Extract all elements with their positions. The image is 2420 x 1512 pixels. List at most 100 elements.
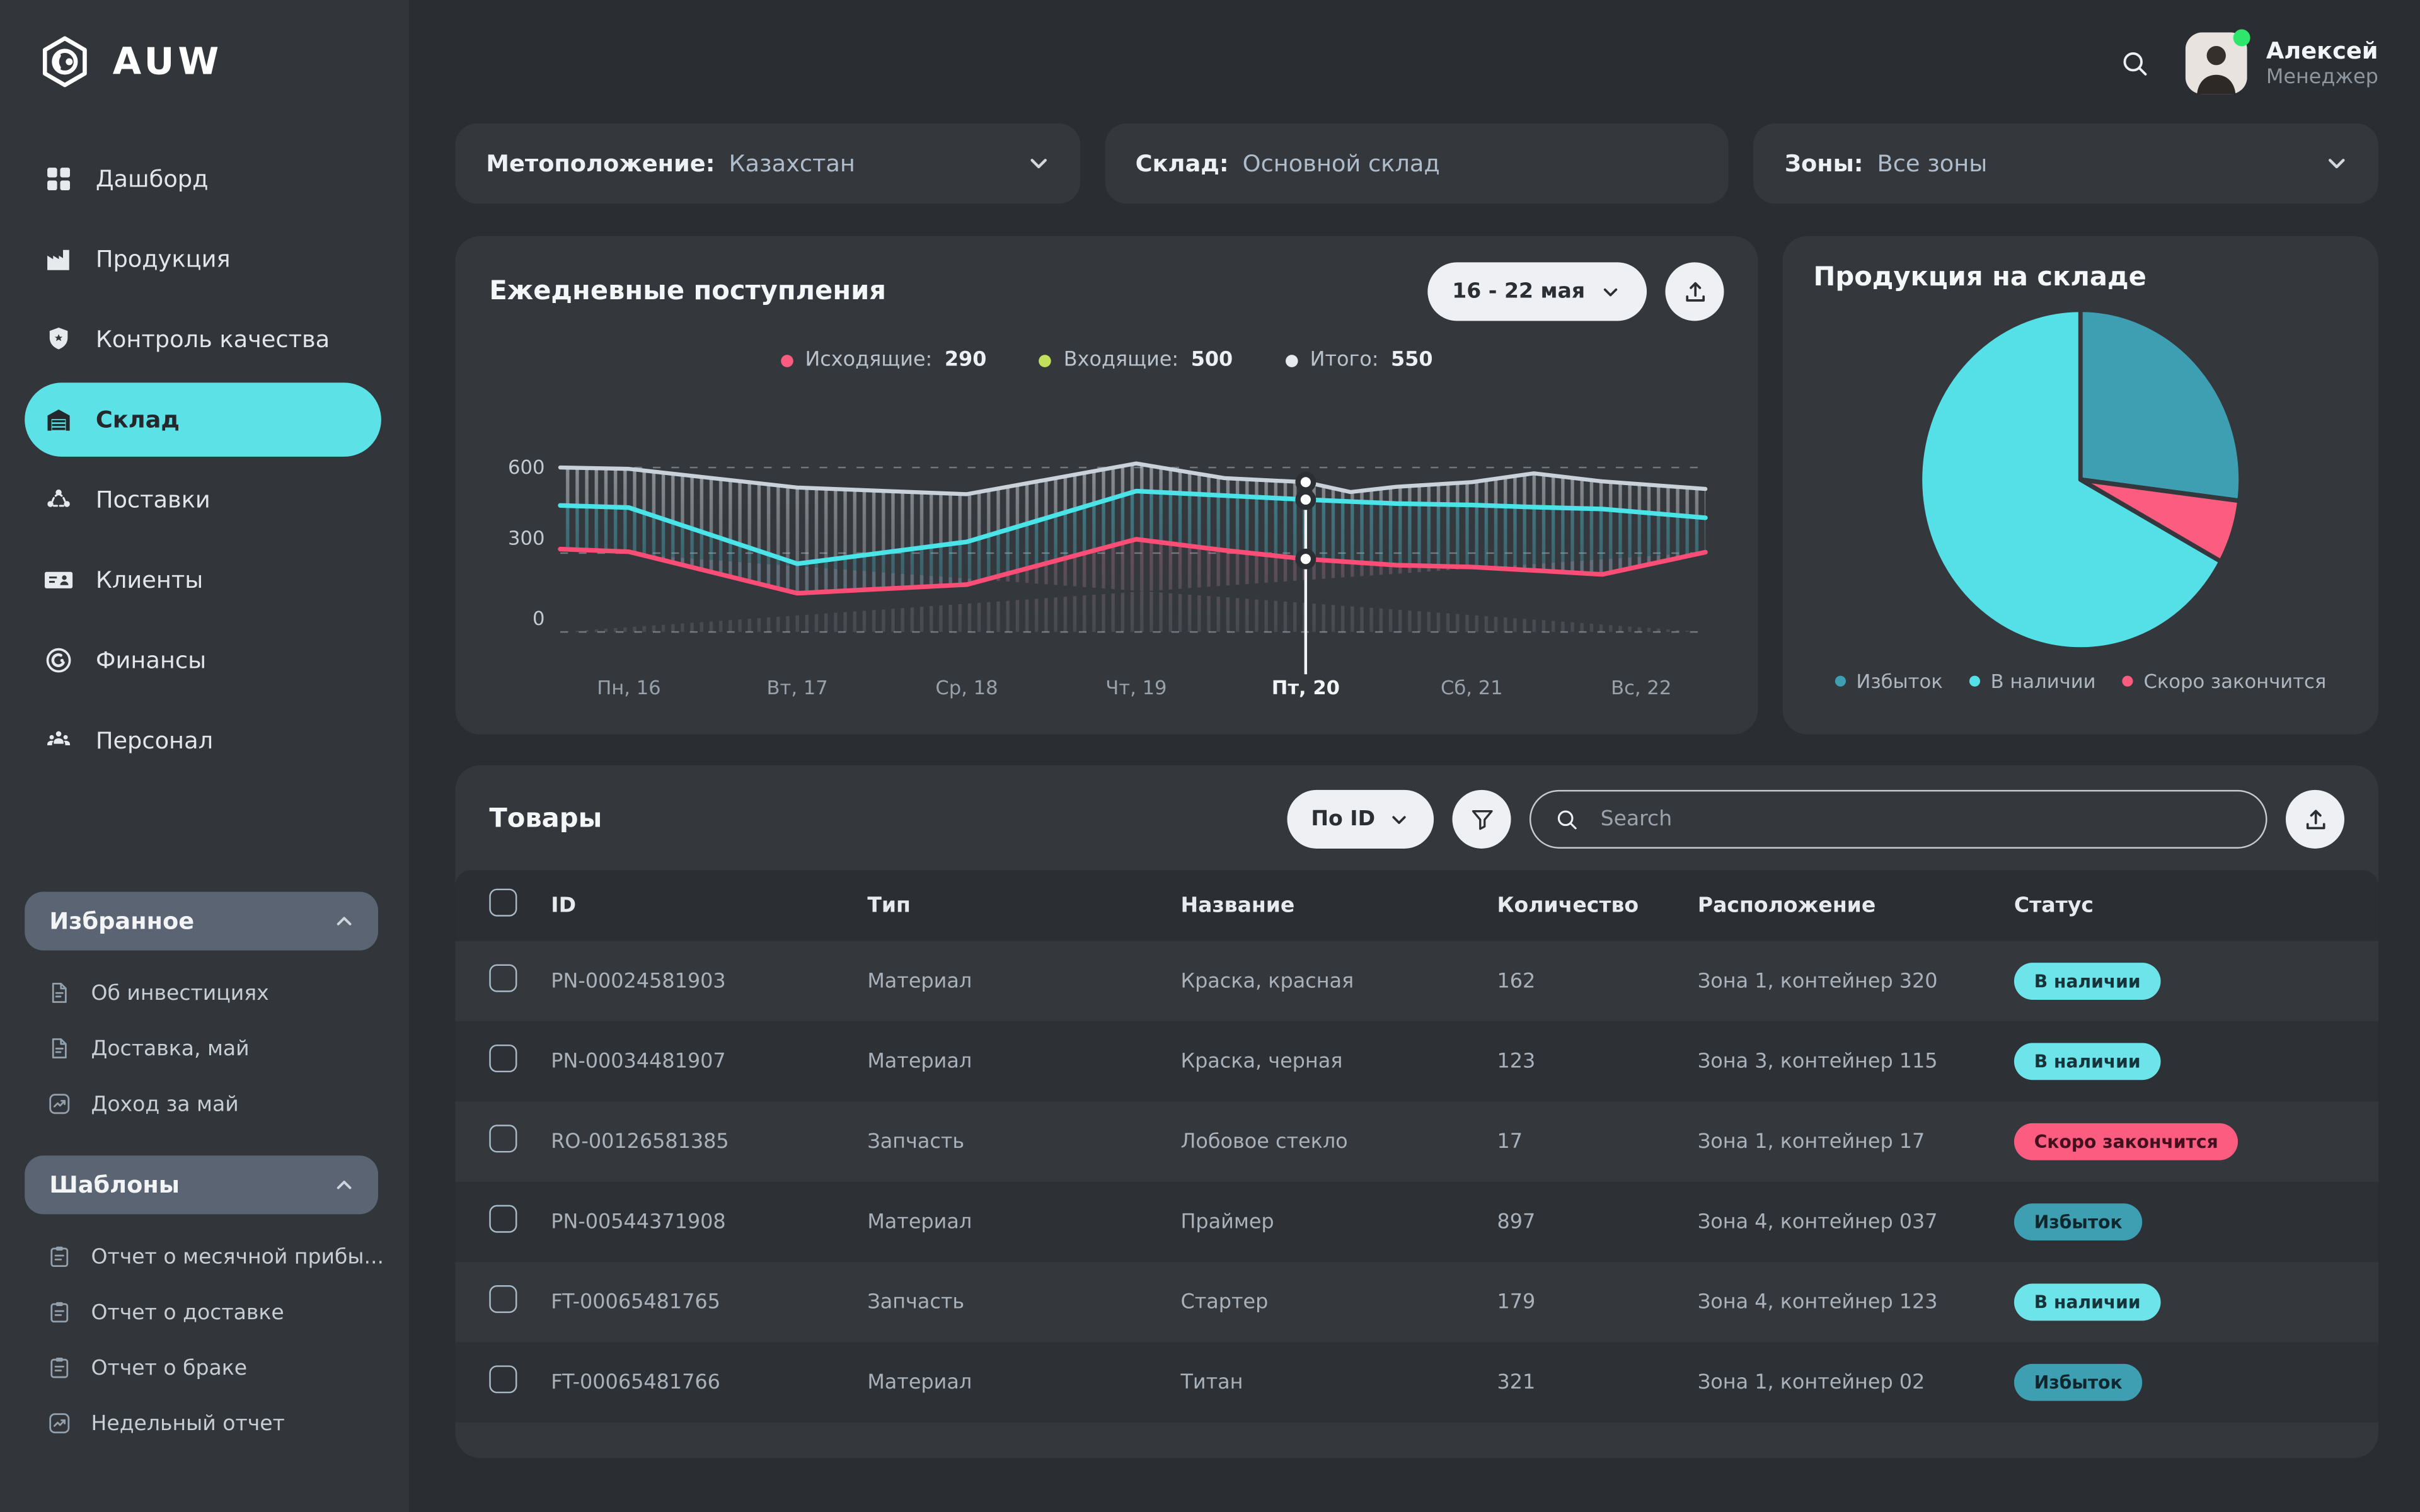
cell-type: Материал	[867, 970, 972, 993]
row-checkbox[interactable]	[489, 1125, 517, 1153]
svg-text:Ср, 18: Ср, 18	[935, 677, 998, 699]
cell-qty: 179	[1497, 1290, 1536, 1314]
cell-id: RO-00126581385	[551, 1130, 729, 1154]
legend-dot	[780, 354, 793, 367]
export-products-button[interactable]	[2285, 789, 2345, 849]
search-input[interactable]	[1597, 805, 2243, 833]
row-checkbox[interactable]	[489, 1044, 517, 1073]
sidebar-subitem[interactable]: Недельный отчет	[0, 1396, 409, 1450]
stock-title: Продукция на складе	[1813, 262, 2146, 294]
cell-id: PN-00544371908	[551, 1210, 726, 1234]
sidebar-subitem[interactable]: Отчет о месячной прибы...	[0, 1230, 409, 1284]
idcard-icon	[43, 564, 74, 595]
row-checkbox[interactable]	[489, 1365, 517, 1394]
templates-items: Отчет о месячной прибы... Отчет о достав…	[0, 1230, 409, 1450]
grid-icon	[43, 164, 74, 195]
row-checkbox[interactable]	[489, 1285, 517, 1314]
sidebar-item-dashboard[interactable]: Дашборд	[0, 139, 409, 219]
templates-title: Шаблоны	[49, 1171, 180, 1199]
svg-text:600: 600	[508, 457, 544, 479]
sidebar-item-clients[interactable]: Клиенты	[0, 540, 409, 620]
sidebar-subitem[interactable]: Отчет о браке	[0, 1341, 409, 1395]
legend-dot	[2122, 675, 2133, 687]
sidebar-subitem[interactable]: Доставка, май	[0, 1021, 409, 1075]
auw-logo-icon	[37, 34, 93, 89]
legend-dot	[1039, 354, 1052, 367]
templates-header[interactable]: Шаблоны	[25, 1155, 379, 1215]
main-area: Алексей Менеджер Метоположение: Казахста…	[409, 0, 2420, 1512]
sidebar-item-finance[interactable]: Финансы	[0, 620, 409, 700]
cell-type: Материал	[867, 1210, 972, 1234]
sidebar-subitem-label: Доставка, май	[91, 1036, 250, 1061]
sidebar-item-warehouse[interactable]: Склад	[25, 382, 381, 457]
user-role: Менеджер	[2266, 66, 2378, 90]
legend-item: Итого: 550	[1285, 348, 1432, 372]
trend-icon	[46, 1410, 72, 1436]
status-badge: Избыток	[2014, 1363, 2143, 1401]
daily-receipts-card: Ежедневные поступления 16 - 22 мая Исход…	[455, 236, 1758, 735]
column-header: Статус	[2014, 893, 2094, 919]
export-daily-button[interactable]	[1665, 262, 1724, 321]
avatar	[2186, 29, 2251, 94]
daily-line-chart[interactable]: 600 300 0 Пн, 16 Вт, 17 Ср, 18 Чт, 19 Пт, 20 Сб,…	[489, 446, 1724, 708]
clipboard-icon	[46, 1299, 72, 1326]
clipboard-icon	[46, 1354, 72, 1381]
svg-text:300: 300	[508, 527, 544, 549]
sidebar-item-label: Персонал	[95, 726, 214, 755]
date-range-select[interactable]: 16 - 22 мая	[1427, 262, 1647, 321]
filter-location[interactable]: Метоположение: Казахстан	[455, 123, 1080, 204]
pie-slice	[2078, 307, 2243, 503]
cell-id: PN-00034481907	[551, 1050, 726, 1074]
sort-select[interactable]: По ID	[1288, 789, 1434, 849]
chevron-down-icon	[1599, 280, 1622, 303]
funnel-icon	[1467, 805, 1497, 834]
pie-legend-item: В наличии	[1969, 669, 2096, 692]
main-nav: Дашборд Продукция Контроль качества Скла…	[0, 139, 409, 781]
favorites-section: Избранное Об инвестициях Доставка, май Д…	[0, 891, 409, 1131]
table-row: RO-00126581385 Запчасть Лобовое стекло 1…	[455, 1102, 2378, 1182]
sidebar-item-supplies[interactable]: Поставки	[0, 460, 409, 540]
sidebar-item-label: Клиенты	[95, 566, 204, 594]
stock-legend: Избыток В наличии Скоро закончится	[1835, 669, 2326, 692]
sidebar-subitem[interactable]: Доход за май	[0, 1077, 409, 1131]
chevron-up-icon	[332, 1172, 357, 1197]
search-icon[interactable]	[2119, 47, 2152, 79]
coin-icon	[43, 645, 74, 676]
filter-warehouse[interactable]: Склад: Основной склад	[1104, 123, 1729, 204]
cell-qty: 321	[1497, 1370, 1536, 1394]
filter-row: Метоположение: Казахстан Склад: Основной…	[455, 123, 2378, 204]
profile[interactable]: Алексей Менеджер	[2186, 29, 2378, 94]
products-body: PN-00024581903 Материал Краска, красная …	[455, 941, 2378, 1423]
row-checkbox[interactable]	[489, 964, 517, 992]
sidebar-item-quality-control[interactable]: Контроль качества	[0, 299, 409, 379]
search-icon	[1554, 806, 1581, 833]
filter-zones[interactable]: Зоны: Все зоны	[1753, 123, 2378, 204]
topbar: Алексей Менеджер	[455, 0, 2378, 111]
templates-section: Шаблоны Отчет о месячной прибы... Отчет …	[0, 1155, 409, 1450]
chevron-down-icon	[2323, 150, 2351, 178]
favorites-items: Об инвестициях Доставка, май Доход за ма…	[0, 966, 409, 1131]
doc-icon	[46, 980, 72, 1006]
sidebar-subitem[interactable]: Об инвестициях	[0, 966, 409, 1020]
sidebar-subitem[interactable]: Отчет о доставке	[0, 1285, 409, 1339]
sort-label: По ID	[1311, 806, 1376, 832]
products-card: Товары По ID	[455, 765, 2378, 1458]
sidebar: AUW Дашборд Продукция Контроль качества …	[0, 0, 409, 1512]
row-checkbox[interactable]	[489, 1205, 517, 1233]
cell-name: Краска, черная	[1180, 1050, 1343, 1074]
filter-label: Зоны:	[1784, 149, 1864, 178]
legend-item: Входящие: 500	[1039, 348, 1233, 372]
logo: AUW	[0, 21, 409, 98]
cell-name: Титан	[1180, 1370, 1243, 1394]
legend-item: Исходящие: 290	[780, 348, 986, 372]
products-title: Товары	[489, 803, 602, 835]
pie-slice	[1918, 307, 2223, 652]
favorites-header[interactable]: Избранное	[25, 891, 379, 951]
filter-button[interactable]	[1452, 789, 1511, 849]
select-all-checkbox[interactable]	[489, 888, 517, 917]
sidebar-item-products[interactable]: Продукция	[0, 219, 409, 299]
sidebar-item-label: Дашборд	[95, 165, 209, 193]
sidebar-item-staff[interactable]: Персонал	[0, 701, 409, 781]
sidebar-item-label: Контроль качества	[95, 325, 330, 353]
column-header: Расположение	[1697, 893, 1876, 919]
